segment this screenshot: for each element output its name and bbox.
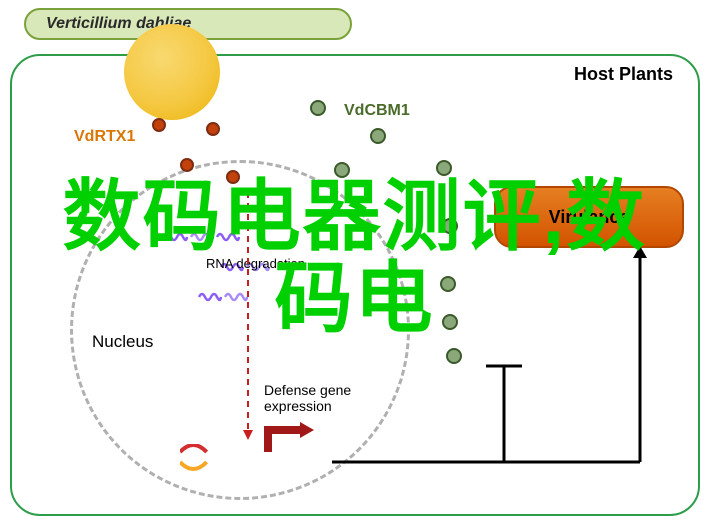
pathway-lines bbox=[0, 0, 709, 524]
